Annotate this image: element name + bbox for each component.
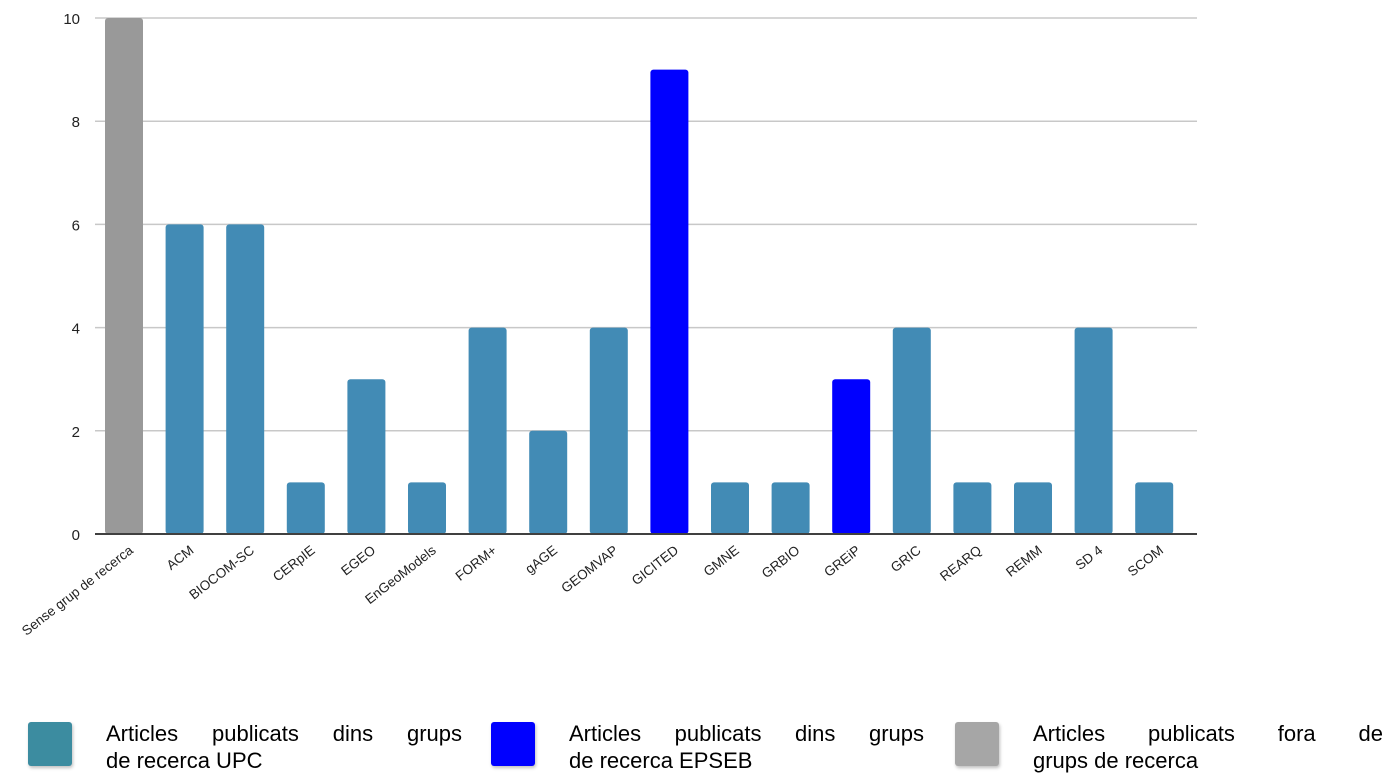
legend-item-upc: Articles publicats dins grups de recerca… (28, 718, 468, 778)
x-tick-label: GMNE (701, 543, 742, 580)
y-tick-label: 2 (72, 424, 80, 441)
x-tick-label: BIOCOM-SC (186, 542, 257, 602)
x-tick-label: ACM (164, 543, 197, 573)
y-tick-label: 6 (72, 217, 80, 234)
legend-label-epseb: Articles publicats dins grups de recerca… (569, 720, 924, 774)
x-tick-label: REARQ (937, 543, 984, 584)
x-tick-label: SD 4 (1073, 542, 1106, 573)
x-tick-label: GICITED (629, 542, 682, 588)
legend-item-no-group: Articles publicats fora de grups de rece… (955, 718, 1385, 778)
y-tick-label: 8 (72, 114, 80, 131)
y-tick-label: 0 (72, 527, 80, 544)
x-tick-label: GEOMVAP (558, 543, 620, 596)
bar (953, 482, 992, 534)
bar (1074, 327, 1113, 534)
legend-label-line1: Articles publicats dins grups (106, 721, 462, 746)
bar (589, 327, 628, 534)
x-tick-label: FORM+ (453, 542, 500, 583)
legend-label-line2: grups de recerca (1033, 748, 1199, 773)
bar (226, 224, 265, 534)
bar (165, 224, 204, 534)
y-tick-label: 10 (63, 11, 80, 28)
legend-label-line1: Articles publicats fora de (1033, 721, 1383, 746)
bar (529, 430, 568, 534)
legend-swatch-upc (28, 722, 72, 766)
bar-chart: 0 2 4 6 8 10 Sense grup de recerca ACMBIOCOM-SC… (19, 11, 1197, 638)
legend-label-line1: Articles publicats dins grups (569, 721, 924, 746)
x-tick-label: Sense grup de recerca (19, 542, 136, 638)
x-tick-label: EGEO (338, 543, 378, 579)
bar (832, 379, 871, 534)
x-tick-label: gAGE (522, 543, 560, 577)
legend-item-epseb: Articles publicats dins grups de recerca… (491, 718, 931, 778)
x-tick-label: SCOM (1125, 543, 1166, 580)
legend-label-no-group: Articles publicats fora de grups de rece… (1033, 720, 1383, 774)
bar (1014, 482, 1052, 534)
bar (892, 327, 931, 534)
bar (347, 379, 386, 534)
bar (711, 482, 749, 534)
bar (650, 69, 689, 534)
x-tick-label: GREiP (821, 543, 863, 580)
x-tick-label: GRBIO (759, 543, 803, 582)
legend-swatch-no-group (955, 722, 999, 766)
y-tick-label: 4 (72, 321, 80, 338)
bar (771, 482, 810, 534)
bar (286, 482, 325, 534)
bar (1135, 482, 1174, 534)
x-tick-label: REMM (1003, 543, 1045, 580)
legend-label-line2: de recerca UPC (106, 748, 263, 773)
x-tick-label: CERpIE (270, 543, 318, 585)
bar (408, 482, 446, 534)
bar (468, 327, 507, 534)
legend-swatch-epseb (491, 722, 535, 766)
bar (105, 18, 143, 534)
x-tick-label: GRIC (888, 542, 924, 575)
legend-label-upc: Articles publicats dins grups de recerca… (106, 720, 462, 774)
legend-label-line2: de recerca EPSEB (569, 748, 753, 773)
